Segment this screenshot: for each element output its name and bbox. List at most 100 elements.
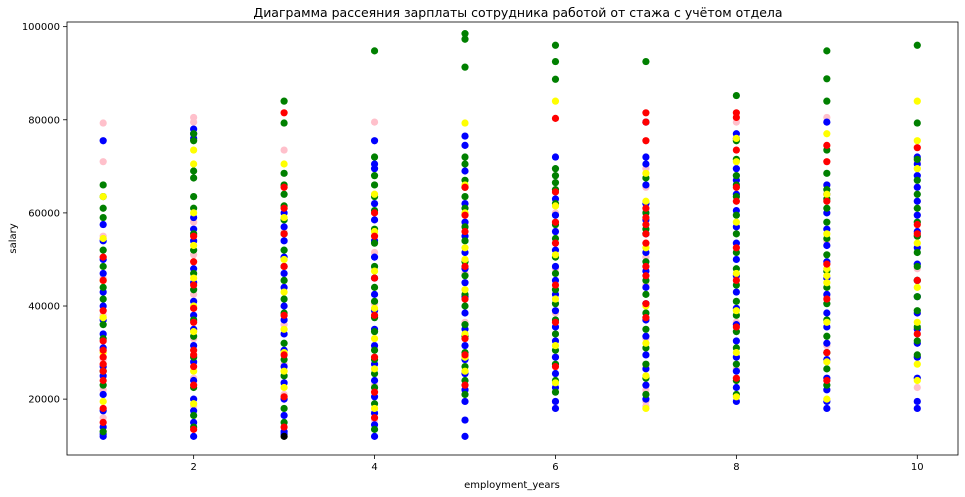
data-point-blue [642, 283, 650, 291]
data-point-red [913, 220, 921, 229]
data-point-yellow [823, 230, 831, 238]
data-point-green [99, 428, 107, 436]
data-point-green [99, 295, 107, 303]
data-point-green [642, 360, 650, 368]
data-point-red [461, 183, 469, 191]
data-point-green [370, 346, 379, 354]
data-point-green [280, 119, 288, 127]
data-point-yellow [732, 134, 740, 142]
data-point-blue [913, 211, 921, 219]
data-point-red [551, 318, 560, 326]
data-point-blue [370, 290, 379, 298]
data-point-yellow [461, 255, 469, 264]
data-point-green [913, 41, 921, 49]
data-point-green [461, 321, 469, 329]
data-point-yellow [370, 304, 379, 312]
data-point-blue [370, 432, 379, 440]
data-point-red [280, 351, 288, 359]
data-point-yellow [823, 130, 831, 138]
data-point-green [551, 388, 560, 396]
data-point-pink [280, 146, 288, 154]
data-point-red [280, 393, 288, 401]
data-point-green [190, 167, 198, 175]
data-point-green [732, 91, 740, 100]
data-point-yellow [913, 165, 921, 173]
data-point-yellow [461, 367, 469, 375]
data-point-yellow [551, 295, 560, 303]
data-point-green [99, 262, 107, 271]
data-point-green [823, 47, 831, 55]
data-point-red [823, 295, 831, 303]
data-point-blue [280, 302, 288, 310]
data-point-blue [461, 309, 469, 317]
x-axis-label: employment_years [464, 480, 560, 491]
data-point-yellow [732, 218, 740, 226]
data-point-blue [642, 160, 650, 168]
data-point-yellow [190, 146, 198, 154]
data-point-green [823, 204, 831, 212]
data-point-yellow [190, 400, 198, 408]
data-point-yellow [461, 244, 469, 252]
data-point-blue [823, 241, 831, 250]
data-point-yellow [551, 341, 560, 350]
data-point-yellow [823, 358, 831, 366]
data-point-red [642, 137, 650, 145]
data-point-red [370, 209, 379, 217]
data-point-blue [370, 165, 379, 173]
data-point-blue [823, 404, 831, 413]
data-point-green [280, 404, 288, 413]
data-point-blue [913, 197, 921, 205]
data-point-red [642, 220, 650, 229]
x-tick-label: 4 [371, 462, 377, 473]
data-point-yellow [913, 283, 921, 291]
data-point-green [370, 172, 379, 180]
data-point-green [551, 330, 560, 338]
data-point-red [461, 211, 469, 219]
data-point-red [913, 144, 921, 152]
data-point-yellow [190, 241, 198, 250]
data-point-yellow [280, 255, 288, 264]
data-point-yellow [642, 404, 650, 413]
data-point-red [732, 146, 740, 154]
data-point-yellow [732, 307, 740, 315]
data-point-pink [370, 118, 379, 126]
data-point-green [99, 181, 107, 189]
data-point-yellow [370, 190, 379, 198]
data-point-red [823, 158, 831, 166]
y-axis: 20000 40000 60000 80000 100000 [22, 22, 67, 406]
data-point-red [280, 109, 288, 117]
y-axis-label: salary [8, 223, 19, 253]
data-point-red [280, 183, 288, 191]
data-point-blue [280, 223, 288, 231]
data-point-blue [280, 411, 288, 420]
data-point-yellow [461, 286, 469, 294]
data-point-green [370, 239, 379, 247]
data-point-yellow [551, 97, 560, 105]
data-point-green [823, 332, 831, 340]
data-point-green [913, 119, 921, 127]
data-point-red [280, 204, 288, 212]
data-point-blue [461, 341, 469, 350]
data-point-yellow [280, 160, 288, 168]
data-point-red [190, 232, 198, 240]
y-tick-label: 80000 [28, 115, 60, 126]
data-point-yellow [551, 202, 560, 210]
data-point-yellow [370, 404, 379, 413]
data-point-red [461, 351, 469, 359]
data-point-green [280, 190, 288, 198]
data-point-blue [732, 288, 740, 296]
data-point-green [99, 204, 107, 212]
data-point-red [99, 418, 107, 427]
data-point-blue [642, 381, 650, 389]
data-point-yellow [823, 318, 831, 326]
data-point-green [190, 193, 198, 201]
data-point-red [913, 230, 921, 238]
data-point-yellow [732, 348, 740, 357]
data-point-yellow [642, 339, 650, 347]
data-point-green [190, 411, 198, 420]
data-point-red [551, 114, 560, 122]
data-point-red [99, 367, 107, 375]
data-point-yellow [551, 379, 560, 387]
data-point-blue [370, 199, 379, 208]
